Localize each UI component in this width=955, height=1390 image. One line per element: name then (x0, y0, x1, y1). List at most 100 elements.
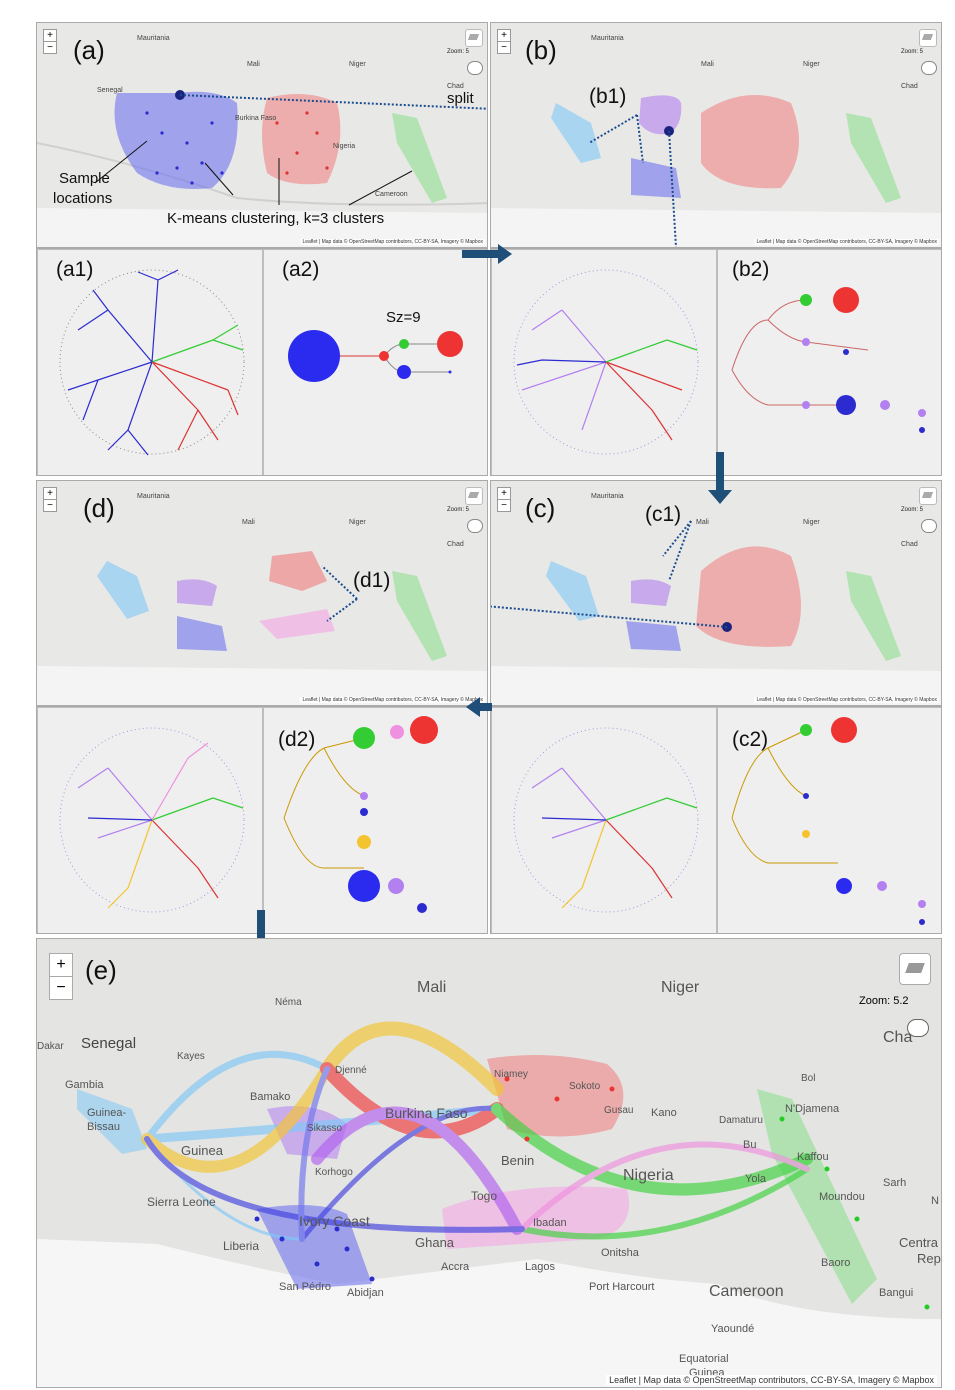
map-label-burkina: Burkina Faso (235, 115, 277, 122)
map-label-burkina: Burkina Faso (385, 1105, 468, 1121)
cluster-tree-a2 (288, 330, 463, 382)
panel-b2: (b2) (717, 249, 941, 475)
map-label-sierraleone: Sierra Leone (147, 1195, 216, 1209)
cluster-red-a (262, 94, 341, 185)
sample-locations-line1: Sample (59, 170, 110, 187)
panel-d-label: (d) (83, 493, 115, 523)
panel-b-trees: (b2) (490, 248, 942, 476)
panel-a-label: (a) (73, 35, 105, 65)
search-icon[interactable] (921, 519, 937, 533)
map-label-mali: Mali (696, 519, 709, 526)
layers-icon[interactable] (919, 29, 937, 47)
zoom-out-button[interactable]: − (43, 41, 57, 54)
map-label-guineabissau1: Guinea- (87, 1107, 127, 1119)
panel-c-tree-circle (491, 707, 717, 933)
panel-d1-label: (d1) (353, 569, 391, 592)
cluster-tree-b2 (731, 287, 926, 433)
panel-b-map-graphics (491, 95, 941, 247)
map-label-ndjamena: N'Djamena (785, 1103, 840, 1115)
circular-tree-a1 (59, 269, 245, 456)
node-blue-large (288, 330, 340, 382)
panel-d2: (d2) (263, 707, 487, 933)
map-label-niger: Niger (661, 979, 700, 996)
cluster-green-a (392, 113, 447, 203)
map-label-dakar: Dakar (37, 1041, 64, 1052)
map-label-nema: Néma (275, 997, 302, 1008)
map-label-mauritania: Mauritania (591, 493, 624, 500)
map-label-bol: Bol (801, 1073, 816, 1084)
map-label-bu: Bu (743, 1139, 757, 1151)
zoom-level: Zoom: 5 (447, 507, 470, 513)
map-label-centrarep2: Rep (917, 1251, 941, 1266)
panel-b2-label: (b2) (732, 258, 770, 281)
map-label-abidjan: Abidjan (347, 1287, 384, 1299)
map-label-sokoto: Sokoto (569, 1081, 601, 1092)
map-label-chad: Chad (901, 83, 918, 90)
panel-a-map: + − (a) Mauritania Mali Niger Chad Seneg… (36, 22, 488, 248)
map-label-sanpedro: San Pédro (279, 1281, 331, 1293)
layers-icon[interactable] (919, 487, 937, 505)
zoom-out-button[interactable]: − (497, 41, 511, 54)
panel-c2: (c2) (717, 707, 941, 933)
map-label-ivorycoast: Ivory Coast (299, 1213, 370, 1229)
map-attribution: Leaflet | Map data © OpenStreetMap contr… (754, 697, 939, 703)
zoom-level: Zoom: 5 (901, 507, 924, 513)
map-label-nigeria: Nigeria (333, 143, 356, 150)
panel-e-label: (e) (85, 955, 117, 985)
panel-c-map: + − (c) (c1) Mauritania Mali Niger Chad … (490, 480, 942, 706)
map-label-eqguinea1: Equatorial (679, 1353, 729, 1365)
map-label-mali: Mali (701, 61, 714, 68)
panel-c-label: (c) (525, 493, 556, 523)
zoom-level: Zoom: 5.2 (859, 995, 909, 1007)
kmeans-annotation: K-means clustering, k=3 clusters (167, 210, 385, 227)
panel-e-map: + − (e) Zoom: 5.2 Mali Niger Néma Senega… (36, 938, 942, 1388)
map-label-niamey: Niamey (494, 1069, 528, 1080)
search-icon[interactable] (467, 61, 483, 75)
layers-icon[interactable] (465, 487, 483, 505)
layers-icon[interactable] (465, 29, 483, 47)
zoom-level: Zoom: 5 (901, 49, 924, 55)
sample-locations-line2: locations (53, 190, 113, 207)
map-label-n: N (931, 1195, 939, 1207)
map-label-centrarep1: Centra (899, 1235, 939, 1250)
panel-d-tree-circle (37, 707, 263, 933)
zoom-out-button[interactable]: − (49, 976, 73, 1000)
map-label-niger: Niger (803, 61, 820, 68)
panel-b1-label: (b1) (589, 85, 627, 108)
panel-d2-label: (d2) (278, 728, 316, 751)
circular-tree-d (59, 727, 245, 913)
cluster-blue-a (114, 91, 238, 189)
map-label-mauritania: Mauritania (137, 493, 170, 500)
map-label-niger: Niger (803, 519, 820, 526)
cluster-tree-d2 (283, 716, 438, 913)
search-icon[interactable] (921, 61, 937, 75)
panel-c-map-graphics (491, 520, 941, 705)
map-label-guinea: Guinea (181, 1143, 223, 1158)
panel-b-map: + − (b) (b1) Mauritania Mali Niger Chad … (490, 22, 942, 248)
map-label-mali: Mali (247, 61, 260, 68)
zoom-out-button[interactable]: − (497, 499, 511, 512)
map-label-guineabissau2: Bissau (87, 1121, 121, 1133)
panel-b-label: (b) (525, 35, 557, 65)
map-label-mali: Mali (242, 519, 255, 526)
panel-d-map: + − (d) (d1) Mauritania Mali Niger Chad … (36, 480, 488, 706)
map-label-onitsha: Onitsha (601, 1247, 639, 1259)
zoom-out-button[interactable]: − (43, 499, 57, 512)
map-label-baoro: Baoro (821, 1257, 851, 1269)
map-label-gusau: Gusau (604, 1105, 634, 1116)
map-label-mauritania: Mauritania (137, 35, 170, 42)
layers-icon[interactable] (899, 953, 931, 985)
map-label-cameroon: Cameroon (375, 191, 408, 198)
panel-c2-label: (c2) (732, 728, 769, 751)
map-attribution: Leaflet | Map data © OpenStreetMap contr… (300, 697, 485, 703)
search-icon[interactable] (467, 519, 483, 533)
search-icon[interactable] (907, 1019, 929, 1037)
map-label-chad: Chad (447, 83, 464, 90)
map-label-liberia: Liberia (223, 1239, 260, 1253)
map-label-senegal: Senegal (97, 87, 123, 94)
map-label-accra: Accra (441, 1261, 470, 1273)
map-label-chad: Chad (901, 541, 918, 548)
map-label-kaffou: Kaffou (797, 1151, 829, 1163)
zoom-in-button[interactable]: + (49, 953, 73, 977)
map-label-chad: Cha (883, 1029, 913, 1046)
